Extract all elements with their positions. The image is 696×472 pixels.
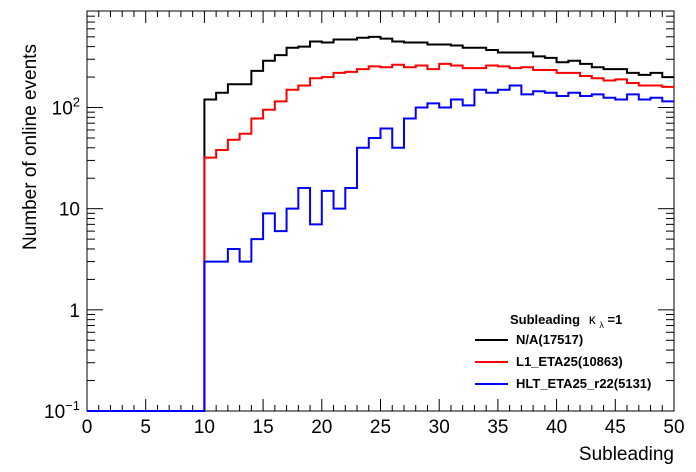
series-line-0 — [87, 35, 674, 412]
x-axis-title: Subleading — [579, 444, 674, 465]
y-axis-title: Number of online events — [20, 44, 41, 250]
x-tick-label: 15 — [253, 417, 274, 438]
x-tick-label: 5 — [140, 417, 151, 438]
x-tick-label: 40 — [546, 417, 567, 438]
legend-label: L1_ETA25(10863) — [516, 354, 623, 369]
x-tick-label: 30 — [429, 417, 450, 438]
series-line-1 — [87, 62, 674, 412]
plot-frame — [86, 10, 675, 412]
y-tick-label: 10−1 — [44, 398, 80, 423]
legend-title-kappa: κ — [589, 311, 597, 327]
x-tick-label: 10 — [194, 417, 215, 438]
x-tick-label: 0 — [82, 417, 93, 438]
x-tick-label: 25 — [370, 417, 391, 438]
x-tick-label: 35 — [487, 417, 508, 438]
legend: Subleading κ λ =1 N/A(17517) L1_ETA25(108… — [475, 311, 651, 391]
x-tick-label: 45 — [605, 417, 626, 438]
y-tick-label: 1 — [69, 301, 80, 322]
axis-ticks — [86, 10, 675, 412]
legend-title-sub: λ — [599, 320, 604, 330]
legend-title: Subleading κ λ =1 — [510, 311, 622, 331]
legend-title-tail: =1 — [607, 312, 622, 327]
legend-label: HLT_ETA25_r22(5131) — [516, 376, 651, 391]
y-tick-label: 102 — [52, 95, 80, 120]
legend-title-main: Subleading — [510, 312, 580, 327]
x-tick-label: 50 — [663, 417, 684, 438]
legend-label: N/A(17517) — [516, 332, 583, 347]
legend-entries: N/A(17517) L1_ETA25(10863) HLT_ETA25_r22(5… — [475, 332, 651, 391]
series-group — [87, 35, 674, 412]
x-tick-label: 20 — [311, 417, 332, 438]
y-tick-label: 10 — [59, 200, 80, 221]
series-line-2 — [87, 84, 674, 412]
x-tick-labels: 0 5 10 15 20 25 30 35 40 45 50 — [82, 417, 685, 438]
y-tick-labels: 10−1 1 10 102 — [44, 95, 80, 423]
